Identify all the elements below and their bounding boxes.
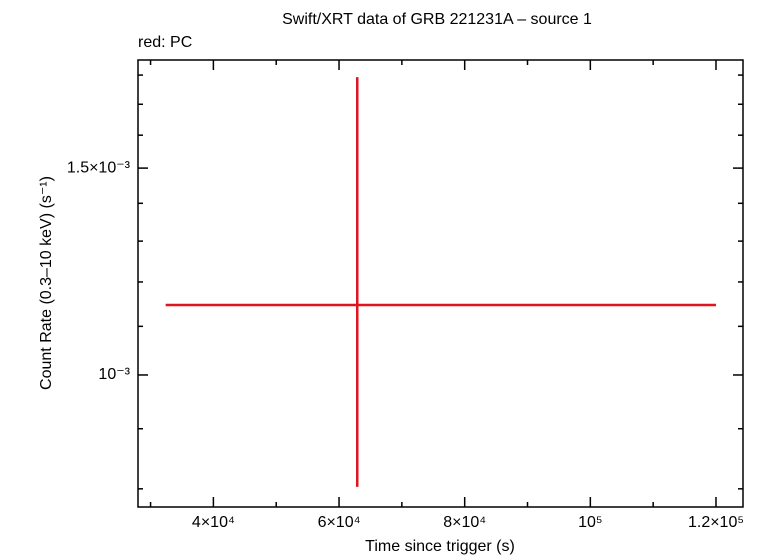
x-tick-label: 8×10⁴ [443,514,486,531]
x-tick-label: 6×10⁴ [318,514,361,531]
x-tick-label: 4×10⁴ [192,514,235,531]
annotation: red: PC [138,34,192,51]
x-axis-label: Time since trigger (s) [365,538,515,555]
x-tick-label: 1.2×10⁵ [688,514,744,531]
y-axis-label: Count Rate (0.3–10 keV) (s⁻¹) [38,176,55,390]
chart-title: Swift/XRT data of GRB 221231A – source 1 [282,11,592,28]
y-tick-label: 1.5×10⁻³ [67,159,131,176]
y-tick-label: 10⁻³ [98,366,130,383]
x-tick-label: 10⁵ [578,514,602,531]
plot-frame [137,59,744,508]
